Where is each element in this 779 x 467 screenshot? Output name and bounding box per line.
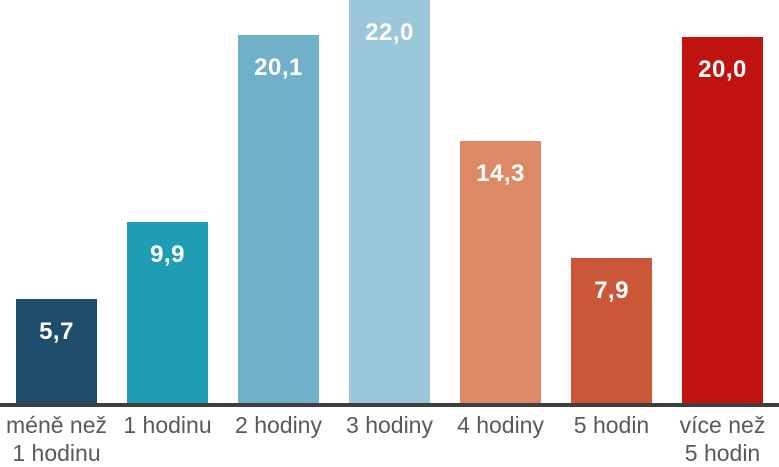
- bar-3: 20,1: [238, 34, 319, 403]
- x-axis-line: [0, 403, 779, 407]
- x-axis-label-line: 1 hodinu: [12, 440, 101, 466]
- x-axis-label-line: více než: [679, 412, 766, 438]
- bar-value-label: 14,3: [476, 160, 525, 188]
- bar-value-label: 7,9: [594, 277, 629, 305]
- x-axis-label-line: 3 hodiny: [346, 412, 433, 438]
- x-axis-label-line: méně než: [6, 412, 108, 438]
- x-axis-labels: méně než 1 hodinu 1 hodinu 2 hodiny 3 hodiny…: [0, 411, 779, 467]
- x-axis-label-1: méně než 1 hodinu: [6, 411, 107, 467]
- x-axis-label-line: 5 hodin: [684, 440, 761, 466]
- bar-value-label: 5,7: [39, 317, 74, 345]
- bar-7: 20,0: [682, 36, 763, 403]
- x-axis-label-6: 5 hodin: [571, 411, 652, 467]
- bar-1: 5,7: [16, 298, 97, 403]
- x-axis-label-line: 4 hodiny: [457, 412, 544, 438]
- bar-5: 14,3: [460, 141, 541, 403]
- x-axis-label-line: 1 hodinu: [123, 412, 212, 438]
- x-axis-label-line: 5 hodin: [573, 412, 650, 438]
- x-axis-label-5: 4 hodiny: [457, 411, 544, 467]
- bar-value-label: 22,0: [365, 19, 414, 46]
- x-axis-label-line: 2 hodiny: [235, 412, 322, 438]
- bar-value-label: 20,0: [698, 55, 747, 83]
- x-axis-label-7: více než 5 hodin: [679, 411, 766, 467]
- bar-value-label: 20,1: [254, 53, 303, 81]
- bar-6: 7,9: [571, 258, 652, 403]
- x-axis-label-4: 3 hodiny: [346, 411, 433, 467]
- plot-area: 5,7 9,9 20,1 22,0 14,3 7,9 20,0: [16, 0, 763, 403]
- x-axis-label-2: 1 hodinu: [123, 411, 211, 467]
- bar-value-label: 9,9: [150, 240, 185, 268]
- bar-2: 9,9: [127, 221, 208, 403]
- x-axis-label-3: 2 hodiny: [235, 411, 322, 467]
- bar-4: 22,0: [349, 0, 430, 403]
